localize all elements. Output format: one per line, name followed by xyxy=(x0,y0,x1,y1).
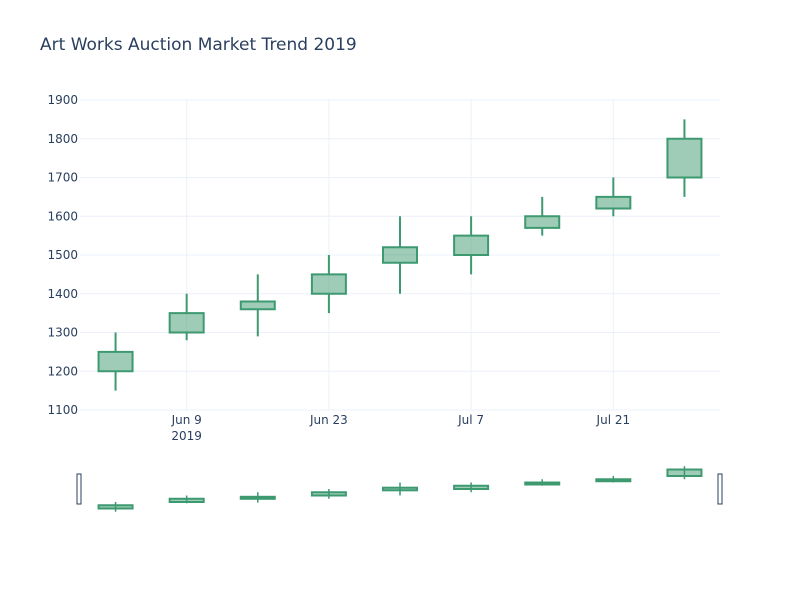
y-tick-label: 1200 xyxy=(47,364,78,378)
y-tick-label: 1800 xyxy=(47,132,78,146)
candle-body xyxy=(97,350,134,373)
y-tick-label: 1900 xyxy=(47,93,78,107)
candle[interactable] xyxy=(97,332,134,391)
range-slider-left-handle[interactable] xyxy=(76,473,82,505)
candle[interactable] xyxy=(595,177,632,217)
slider-candle xyxy=(168,495,205,504)
slider-candle xyxy=(382,482,418,496)
y-tick-label: 1100 xyxy=(47,403,78,417)
slider-candle-body xyxy=(666,468,703,477)
y-tick-label: 1600 xyxy=(47,209,78,223)
candle-body xyxy=(595,195,632,210)
candle-body xyxy=(168,312,205,334)
slider-candle xyxy=(239,492,276,503)
candle-body xyxy=(666,137,703,179)
x-tick-label: Jul 21 xyxy=(596,413,631,427)
slider-candle xyxy=(97,502,134,512)
slider-candle xyxy=(666,466,703,480)
slider-candle xyxy=(310,489,347,499)
slider-candle-body xyxy=(595,478,632,483)
slider-candle-body xyxy=(168,497,205,503)
chart-title: Art Works Auction Market Trend 2019 xyxy=(40,35,357,55)
candle-body xyxy=(524,215,561,229)
range-slider-right-handle[interactable] xyxy=(717,473,723,505)
candle[interactable] xyxy=(168,293,205,341)
slider-candle-body xyxy=(453,484,490,490)
candle-body xyxy=(382,246,418,264)
candle[interactable] xyxy=(453,216,490,275)
y-tick-label: 1400 xyxy=(47,287,78,301)
slider-candle-body xyxy=(382,486,418,492)
y-tick-label: 1300 xyxy=(47,326,78,340)
candles xyxy=(97,119,703,391)
candle-body xyxy=(239,300,276,311)
candle[interactable] xyxy=(239,274,276,337)
slider-candle-body xyxy=(310,491,347,497)
y-tick-label: 1500 xyxy=(47,248,78,262)
slider-candle xyxy=(595,476,632,483)
slider-candle-body xyxy=(97,504,134,510)
candle-body xyxy=(453,234,490,256)
y-axis: 1100 1200 1300 1400 1500 1600 1700 1800 1900 xyxy=(47,93,78,417)
slider-candle xyxy=(524,479,561,486)
x-tick-year-label: 2019 xyxy=(171,429,202,443)
y-tick-label: 1700 xyxy=(47,171,78,185)
x-tick-label: Jun 9 xyxy=(171,413,202,427)
slider-candle-body xyxy=(524,481,561,486)
candle[interactable] xyxy=(524,196,561,236)
x-tick-label: Jul 7 xyxy=(457,413,484,427)
x-tick-label: Jun 23 xyxy=(309,413,348,427)
candle[interactable] xyxy=(382,216,418,294)
range-slider[interactable] xyxy=(76,466,723,512)
candle[interactable] xyxy=(666,119,703,197)
x-axis: Jun 9 2019 Jun 23 Jul 7 Jul 21 xyxy=(171,413,631,443)
candle[interactable] xyxy=(310,255,347,314)
candle-body xyxy=(310,273,347,295)
slider-candle xyxy=(453,482,490,493)
slider-candle-body xyxy=(239,495,276,500)
